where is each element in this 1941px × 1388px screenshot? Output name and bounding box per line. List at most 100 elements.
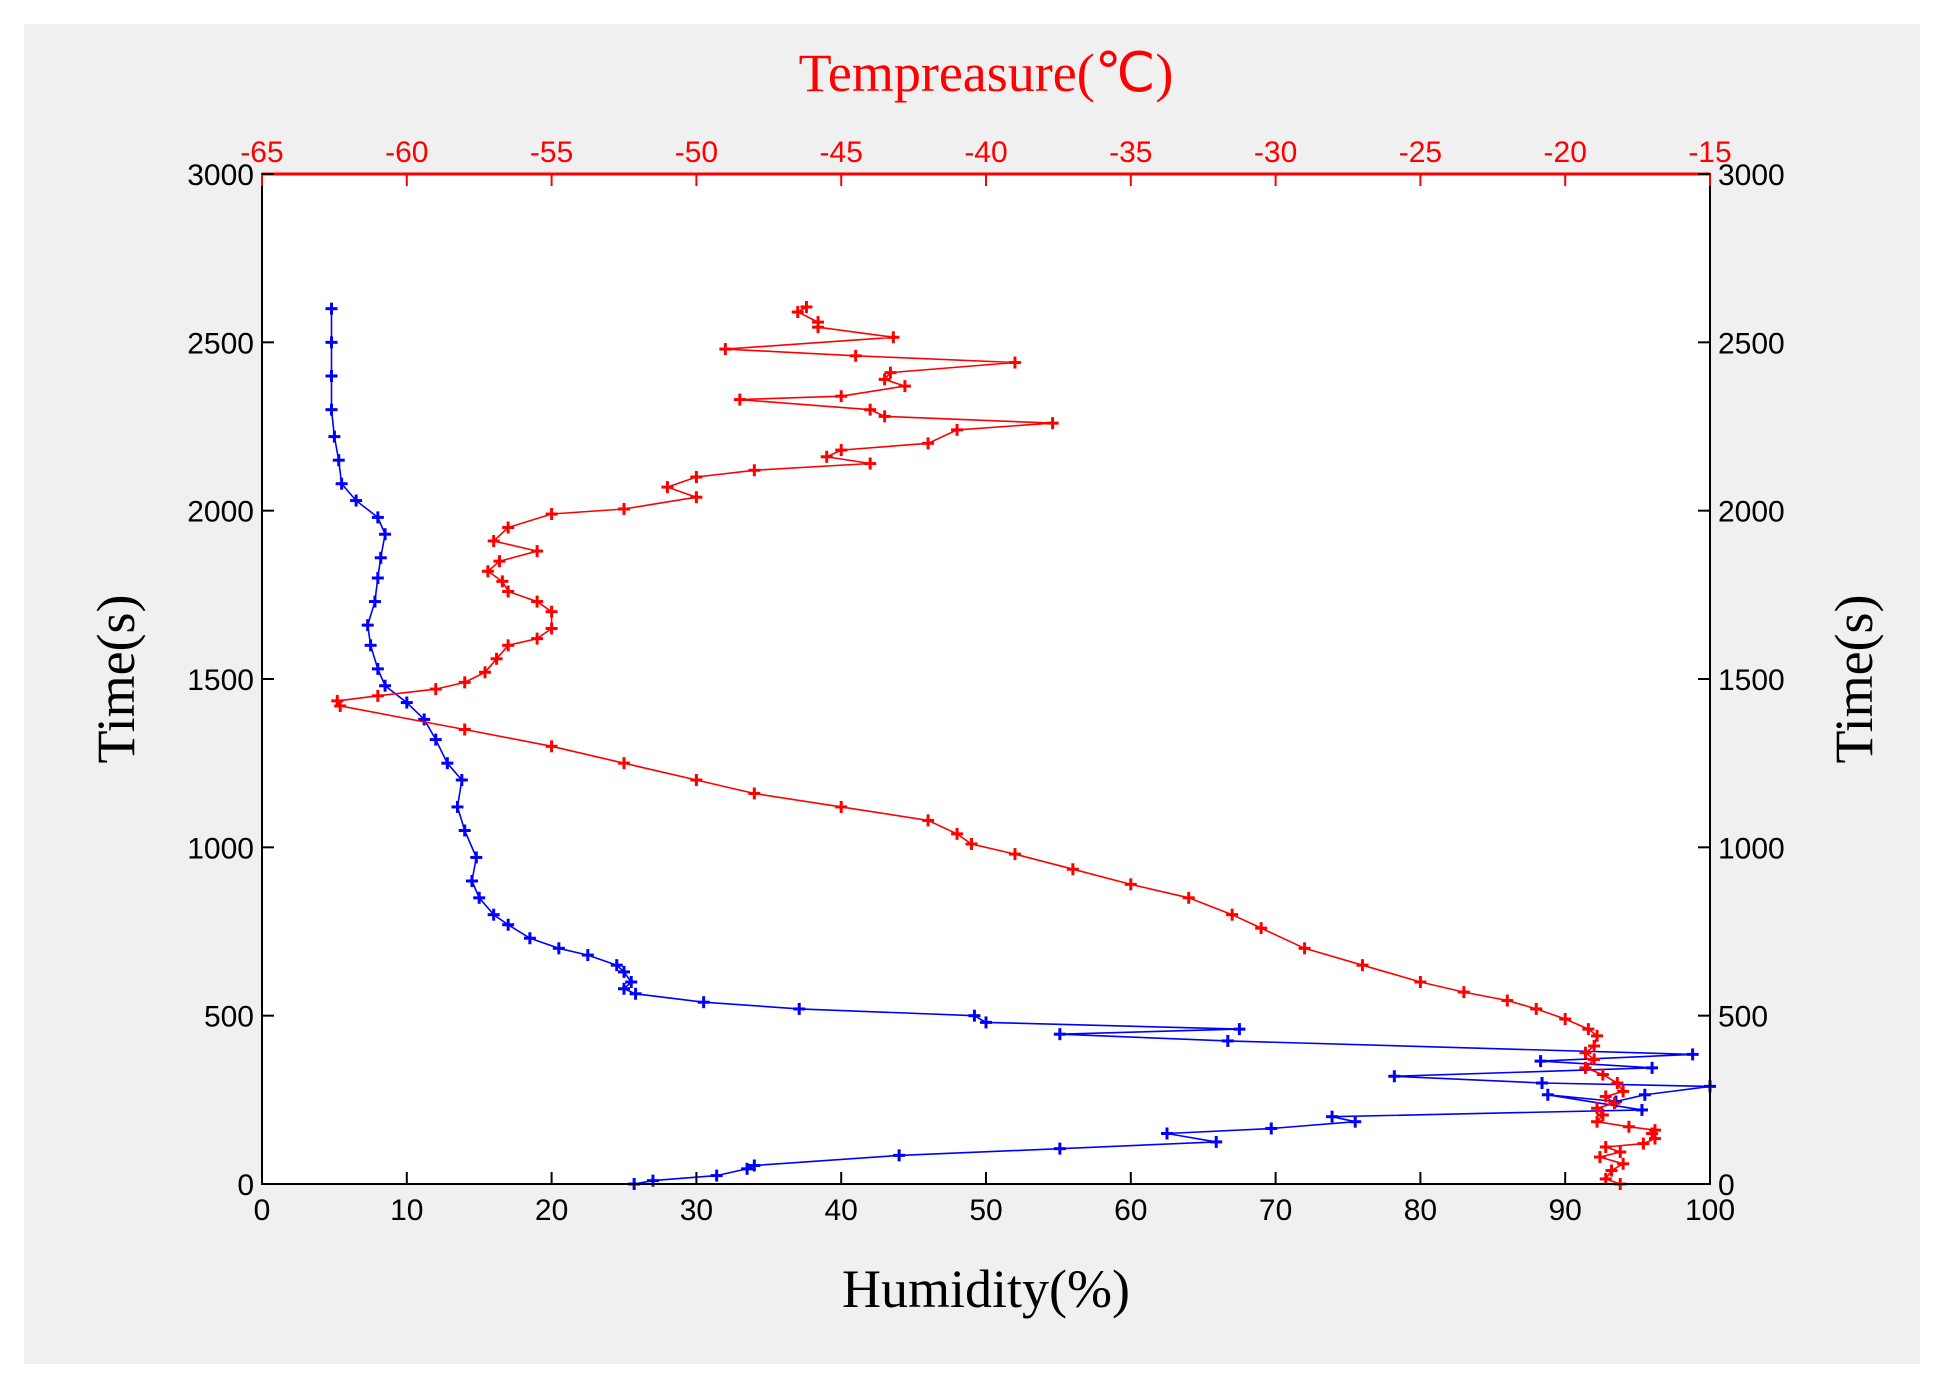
temperature-point <box>812 316 825 329</box>
humidity-point <box>697 996 710 1009</box>
right-tick-label: 2500 <box>1718 327 1785 360</box>
temperature-point <box>1501 994 1514 1007</box>
humidity-point <box>328 430 341 443</box>
temperature-point <box>371 689 384 702</box>
temperature-point <box>1617 1085 1630 1098</box>
temperature-point <box>502 585 515 598</box>
left-tick-label: 2000 <box>187 496 254 529</box>
bottom-tick-label: 40 <box>825 1194 858 1227</box>
humidity-point <box>710 1169 723 1182</box>
temperature-point <box>481 565 494 578</box>
top-tick-label: -35 <box>1109 136 1152 169</box>
temperature-point <box>690 491 703 504</box>
temperature-point <box>1124 878 1137 891</box>
top-tick-label: -15 <box>1688 136 1731 169</box>
top-tick-label: -65 <box>240 136 283 169</box>
temperature-series-line <box>336 306 1657 1185</box>
temperature-point <box>545 508 558 521</box>
temperature-point <box>1605 1164 1618 1177</box>
temperature-point <box>849 349 862 362</box>
temperature-point <box>545 605 558 618</box>
humidity-point <box>741 1162 754 1175</box>
temperature-point <box>1622 1120 1635 1133</box>
bottom-tick-label: 30 <box>680 1194 713 1227</box>
humidity-point <box>1053 1142 1066 1155</box>
temperature-point <box>1582 1023 1595 1036</box>
humidity-point <box>1686 1048 1699 1061</box>
temperature-point <box>1559 1013 1572 1026</box>
right-tick-label: 3000 <box>1718 159 1785 192</box>
humidity-point <box>325 302 338 315</box>
humidity-temperature-chart: 0 10 20 30 40 50 60 70 80 90 100 -65 -60 -55 -50 -45 -40… <box>86 43 1884 1319</box>
humidity-point <box>371 662 384 675</box>
temperature-point <box>965 837 978 850</box>
temperature-point <box>864 403 877 416</box>
top-tick-label: -45 <box>820 136 863 169</box>
humidity-point <box>374 551 387 564</box>
humidity-point <box>364 639 377 652</box>
temperature-point <box>1614 1146 1627 1159</box>
temperature-point <box>1599 1090 1612 1103</box>
plot-area <box>262 174 1710 1184</box>
humidity-point <box>618 965 630 978</box>
temperature-point <box>618 757 630 770</box>
top-tick-label: -20 <box>1544 136 1587 169</box>
humidity-point <box>470 851 483 864</box>
humidity-point <box>618 982 630 995</box>
humidity-point <box>1265 1122 1278 1135</box>
chart-frame: 0 10 20 30 40 50 60 70 80 90 100 -65 -60 -55 -50 -45 -40… <box>24 24 1920 1364</box>
bottom-tick-label: 80 <box>1404 1194 1437 1227</box>
temperature-point <box>835 390 848 403</box>
temperature-point <box>1591 1115 1604 1128</box>
humidity-point <box>473 891 486 904</box>
humidity-point <box>581 949 594 962</box>
temperature-point <box>887 331 900 344</box>
temperature-point <box>1579 1061 1592 1074</box>
humidity-point <box>400 696 413 709</box>
humidity-point <box>552 942 565 955</box>
bottom-tick-label: 60 <box>1114 1194 1147 1227</box>
temperature-point <box>1593 1151 1606 1164</box>
top-tick-label: -40 <box>964 136 1007 169</box>
temperature-point <box>922 814 935 827</box>
humidity-point <box>1221 1034 1234 1047</box>
temperature-point <box>1596 1108 1609 1121</box>
humidity-point <box>350 494 363 507</box>
temperature-point <box>898 380 911 393</box>
humidity-point <box>379 679 392 692</box>
humidity-point <box>487 908 500 921</box>
temperature-point <box>1599 1172 1612 1185</box>
humidity-point <box>325 370 338 382</box>
humidity-point <box>625 976 638 988</box>
temperature-point <box>1356 959 1369 972</box>
humidity-point <box>1161 1127 1173 1140</box>
temperature-point <box>1588 1039 1601 1052</box>
humidity-point <box>465 875 478 887</box>
temperature-point <box>690 774 703 786</box>
temperature-point <box>1591 1102 1604 1115</box>
temperature-point <box>1596 1068 1609 1081</box>
right-tick-label: 2000 <box>1718 496 1785 529</box>
temperature-point <box>878 373 891 386</box>
temperature-point <box>661 481 674 494</box>
bottom-tick-label: 20 <box>535 1194 568 1227</box>
left-tick-label: 1000 <box>187 832 254 865</box>
temperature-point <box>1255 922 1268 935</box>
humidity-point <box>1326 1110 1339 1123</box>
humidity-point <box>451 800 464 813</box>
humidity-point <box>335 477 348 490</box>
temperature-point <box>951 423 964 436</box>
temperature-point <box>951 827 964 840</box>
temperature-point <box>748 787 761 800</box>
right-tick-label: 1000 <box>1718 832 1785 865</box>
bottom-tick-label: 90 <box>1549 1194 1582 1227</box>
temperature-point <box>478 666 491 679</box>
temperature-point <box>531 545 544 558</box>
temperature-point <box>1182 891 1195 904</box>
temperature-point <box>835 800 848 813</box>
temperature-point <box>487 534 500 547</box>
humidity-point <box>1388 1070 1401 1083</box>
temperature-point <box>791 306 804 319</box>
left-axis-title: Time(s) <box>86 594 146 763</box>
humidity-point <box>418 713 431 726</box>
